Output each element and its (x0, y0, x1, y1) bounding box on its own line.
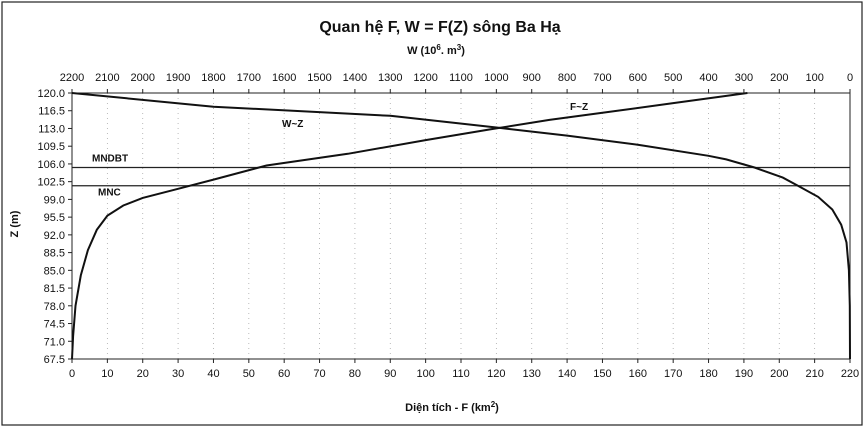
top-tick-label: 300 (735, 72, 753, 84)
top-tick-label: 2000 (130, 72, 154, 84)
x-tick-label: 80 (349, 368, 361, 380)
x-tick-label: 220 (841, 368, 859, 380)
reference-lines: MNDBT MNC (72, 153, 850, 199)
series-line (71, 92, 748, 360)
x-tick-label: 50 (243, 368, 255, 380)
top-tick-label: 900 (523, 72, 541, 84)
plot-area (71, 92, 851, 360)
top-tick-label: 1900 (166, 72, 190, 84)
y-axis-label: Z (m) (9, 210, 21, 237)
reference-line-label: MNDBT (92, 153, 128, 164)
x-tick-label: 90 (384, 368, 396, 380)
top-tick-label: 800 (558, 72, 576, 84)
top-tick-label: 1700 (237, 72, 261, 84)
x-axis-label: Diện tích - F (km2) (405, 400, 499, 415)
top-tick-label: 0 (847, 72, 853, 84)
x-tick-label: 40 (207, 368, 219, 380)
top-axis-label: W (106. m3) (407, 43, 465, 58)
x-tick-label: 120 (487, 368, 505, 380)
x-tick-label: 210 (805, 368, 823, 380)
series-line (71, 92, 851, 360)
y-tick-label: 81.5 (44, 283, 65, 295)
top-tick-label: 400 (699, 72, 717, 84)
x-tick-label: 140 (558, 368, 576, 380)
chart-title: Quan hệ F, W = F(Z) sông Ba Hạ (319, 19, 560, 36)
y-tick-label: 113.0 (38, 123, 65, 135)
x-tick-label: 150 (593, 368, 611, 380)
y-tick-label: 109.5 (37, 141, 65, 153)
y-tick-label: 74.5 (44, 319, 65, 331)
y-tick-label: 99.0 (44, 194, 65, 206)
x-tick-label: 190 (735, 368, 753, 380)
x-tick-label: 20 (137, 368, 149, 380)
x-tick-label: 110 (452, 368, 470, 380)
x-tick-label: 10 (101, 368, 113, 380)
y-tick-label: 95.5 (44, 212, 65, 224)
top-tick-label: 700 (593, 72, 611, 84)
top-tick-label: 1300 (378, 72, 402, 84)
y-tick-label: 120.0 (37, 88, 65, 100)
x-tick-label: 0 (69, 368, 75, 380)
x-tick-label: 70 (313, 368, 325, 380)
x-tick-label: 180 (699, 368, 717, 380)
y-tick-label: 102.5 (37, 177, 65, 189)
top-tick-label: 200 (770, 72, 788, 84)
y-tick-label: 85.0 (44, 265, 65, 277)
series-label: W~Z (282, 119, 303, 130)
y-tick-label: 78.0 (44, 301, 65, 313)
top-tick-label: 500 (664, 72, 682, 84)
y-tick-label: 116.5 (38, 106, 65, 118)
y-tick-label: 67.5 (44, 354, 65, 366)
x-tick-label: 100 (416, 368, 434, 380)
grid (106, 93, 816, 359)
top-tick-label: 1100 (449, 72, 473, 84)
top-tick-label: 1000 (484, 72, 508, 84)
series-label: F~Z (570, 102, 588, 113)
x-tick-label: 130 (523, 368, 541, 380)
top-tick-label: 1600 (272, 72, 296, 84)
reference-line-label: MNC (98, 188, 121, 199)
top-tick-label: 2200 (60, 72, 84, 84)
x-tick-label: 60 (278, 368, 290, 380)
top-tick-label: 1500 (307, 72, 331, 84)
x-tick-label: 160 (629, 368, 647, 380)
y-tick-label: 88.5 (44, 248, 65, 260)
top-tick-label: 1800 (201, 72, 225, 84)
axes: 0 10 20 30 40 50 60 70 80 90 100 110 120 130 140 150 160… (37, 72, 859, 380)
y-tick-label: 71.0 (44, 336, 65, 348)
top-tick-label: 1200 (413, 72, 437, 84)
x-tick-label: 170 (664, 368, 682, 380)
x-tick-label: 200 (770, 368, 788, 380)
top-tick-label: 1400 (343, 72, 367, 84)
y-tick-label: 106.0 (37, 159, 65, 171)
top-tick-label: 600 (629, 72, 647, 84)
y-tick-label: 92.0 (44, 230, 65, 242)
top-tick-label: 2100 (95, 72, 119, 84)
top-tick-label: 100 (805, 72, 823, 84)
x-tick-label: 30 (172, 368, 184, 380)
series: F~Z W~Z (71, 92, 851, 360)
